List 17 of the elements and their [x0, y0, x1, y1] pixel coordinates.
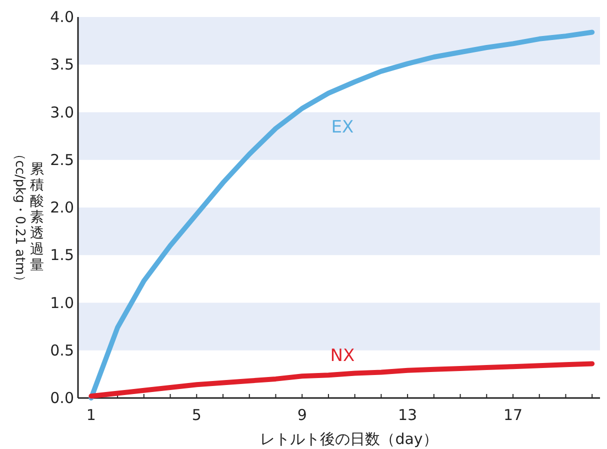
x-axis-title: レトルト後の日数（day）	[260, 430, 438, 448]
x-tick-label: 5	[192, 406, 202, 424]
y-tick-label: 0.0	[50, 389, 74, 407]
x-tick-label: 17	[503, 406, 523, 424]
y-tick-label: 2.5	[50, 150, 74, 169]
x-tick-label: 1	[86, 406, 96, 424]
series-label: EX	[331, 118, 354, 138]
series-label: NX	[330, 346, 355, 366]
y-tick-label: 2.0	[50, 198, 74, 216]
y-tick-label: 1.0	[50, 294, 74, 312]
y-tick-label: 1.5	[50, 246, 74, 264]
y-tick-label: 0.5	[50, 341, 74, 360]
x-tick-label: 9	[297, 406, 307, 424]
x-tick-label: 13	[398, 406, 418, 424]
y-tick-label: 3.5	[50, 56, 74, 74]
y-tick-label: 4.0	[50, 8, 74, 26]
y-tick-label: 3.0	[50, 103, 74, 122]
